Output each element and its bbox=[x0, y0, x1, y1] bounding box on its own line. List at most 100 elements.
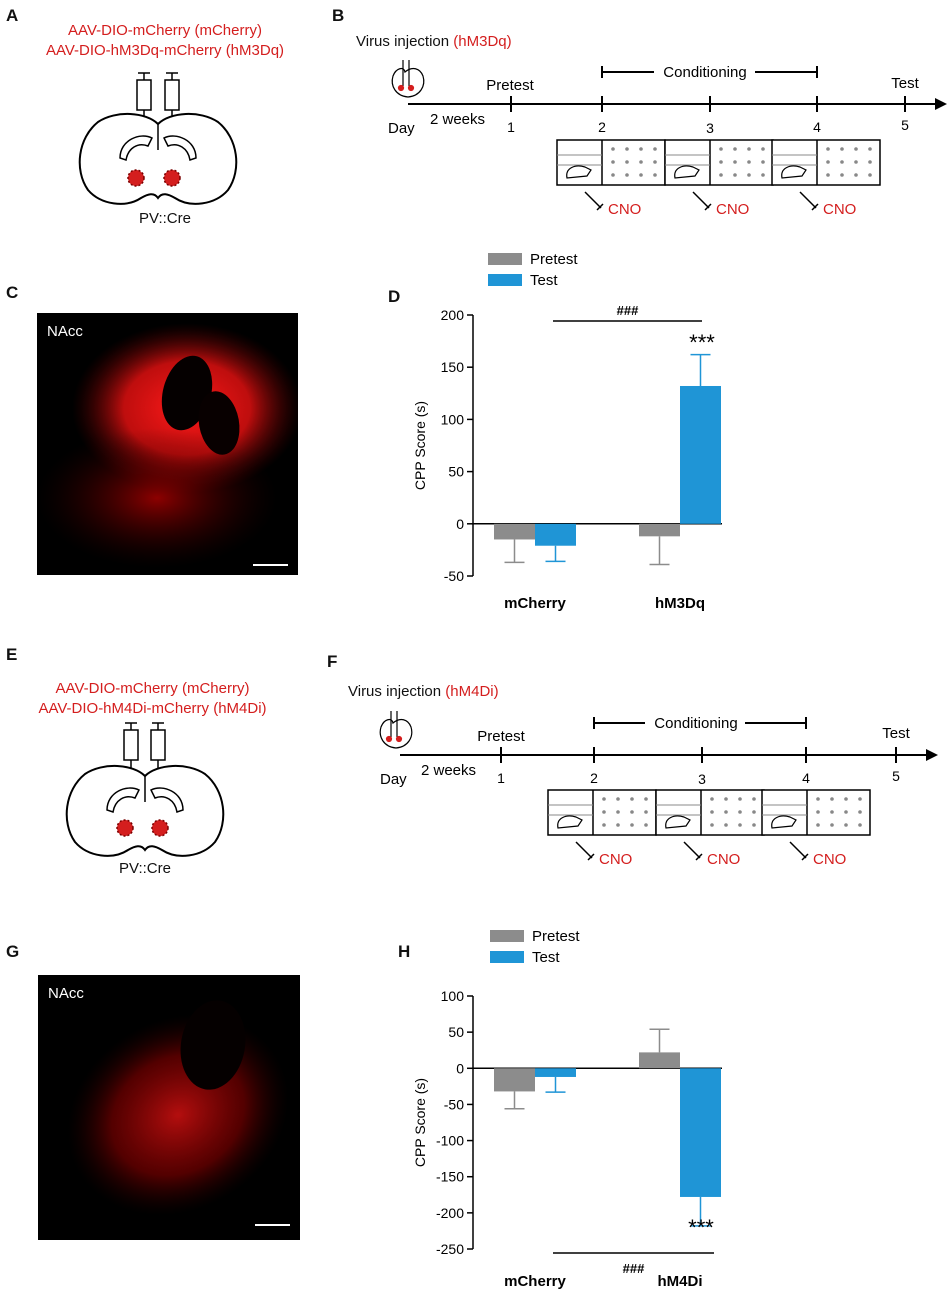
chamber-dot bbox=[816, 810, 820, 814]
cpp-chart-d: Pretest Test -50 0 50 100 150 200 CPP Score (s) m… bbox=[412, 251, 722, 612]
chamber-dot bbox=[761, 160, 765, 164]
virus-line-1-e: AAV-DIO-mCherry (mCherry) bbox=[55, 680, 250, 697]
cno-label: CNO bbox=[823, 201, 856, 218]
chamber-dot bbox=[826, 147, 830, 151]
bar-pretest-hm4di bbox=[639, 1052, 680, 1069]
chamber-dot bbox=[868, 160, 872, 164]
cno-label: CNO bbox=[599, 851, 632, 868]
chamber-dot bbox=[719, 147, 723, 151]
syringe-plunger-icon bbox=[587, 853, 595, 861]
panel-letter-e: E bbox=[6, 645, 18, 664]
day-5-f: 5 bbox=[892, 768, 900, 784]
chamber-dot bbox=[844, 797, 848, 801]
conditioning-chamber-b-1: CNO bbox=[556, 139, 666, 218]
chamber-dot bbox=[868, 173, 872, 177]
chamber-dot bbox=[738, 823, 742, 827]
nacc-fluorescence-c bbox=[37, 323, 298, 568]
category-label-hm4di: hM4Di bbox=[658, 1273, 703, 1290]
chamber-dot bbox=[747, 160, 751, 164]
mouse-icon bbox=[771, 815, 797, 829]
chamber-dot bbox=[830, 797, 834, 801]
conditioning-label-b: Conditioning bbox=[663, 64, 746, 81]
injection-tag: (hM3Dq) bbox=[453, 33, 512, 50]
chamber-dot bbox=[724, 810, 728, 814]
chamber-dot bbox=[602, 810, 606, 814]
mini-brain-icon bbox=[379, 711, 413, 749]
region-label-c: NAcc bbox=[47, 323, 83, 340]
brain-injection-diagram-e bbox=[65, 722, 225, 857]
legend-swatch-test bbox=[488, 274, 522, 286]
y-tick-label: 50 bbox=[448, 464, 464, 480]
chamber-dot bbox=[854, 173, 858, 177]
chamber-dot bbox=[644, 823, 648, 827]
chamber-dot bbox=[611, 173, 615, 177]
conditioning-boxes-layer: CNO CNO CNO CNO CNO CNO bbox=[547, 139, 881, 868]
y-tick-label: 50 bbox=[448, 1024, 464, 1040]
injection-tag: (hM4Di) bbox=[445, 683, 499, 700]
day-3-b: 3 bbox=[706, 120, 714, 136]
brain-outline bbox=[78, 112, 238, 205]
test-label-b: Test bbox=[891, 75, 919, 92]
syringe-icon bbox=[584, 191, 602, 209]
bar-pretest-hm3dq bbox=[639, 523, 680, 537]
injection-site-left bbox=[127, 169, 145, 187]
significance-stars: *** bbox=[688, 1215, 714, 1240]
y-tick-label: -150 bbox=[436, 1169, 464, 1185]
chamber-dot bbox=[826, 173, 830, 177]
syringe-plunger-icon bbox=[596, 203, 604, 211]
syringe-icon bbox=[683, 841, 701, 859]
chamber-dot bbox=[840, 160, 844, 164]
virus-line-1: AAV-DIO-mCherry (mCherry) bbox=[68, 22, 262, 39]
day-4-b: 4 bbox=[813, 119, 821, 135]
virus-injection-label-f: Virus injection (hM4Di) bbox=[348, 683, 499, 700]
region-label-g: NAcc bbox=[48, 985, 84, 1002]
conditioning-chamber-f-1: CNO bbox=[547, 789, 657, 868]
y-tick-label: -200 bbox=[436, 1205, 464, 1221]
chamber-dot bbox=[710, 823, 714, 827]
chamber-dot bbox=[719, 173, 723, 177]
y-tick-label: 0 bbox=[456, 1060, 464, 1076]
injection-site-right bbox=[163, 169, 181, 187]
category-label-mcherry: mCherry bbox=[504, 1273, 566, 1290]
day-5-b: 5 bbox=[901, 117, 909, 133]
timeline-f: Pretest Conditioning Test Day 2 weeks 1 … bbox=[379, 711, 938, 788]
y-tick-label: -250 bbox=[436, 1241, 464, 1257]
day-3-f: 3 bbox=[698, 771, 706, 787]
chamber-dot bbox=[616, 797, 620, 801]
chamber-dot bbox=[858, 810, 862, 814]
bar-test-mcherry bbox=[535, 1068, 576, 1077]
injection-site-left bbox=[116, 819, 134, 837]
chamber-dot bbox=[752, 823, 756, 827]
virus-injection-label-b: Virus injection (hM3Dq) bbox=[356, 33, 512, 50]
chamber-dot bbox=[616, 823, 620, 827]
legend-label-test: Test bbox=[530, 272, 558, 289]
chamber-dot bbox=[625, 160, 629, 164]
cpp-chart-h: Pretest Test -250 -200 -150 -100 -50 0 50 100 CPP … bbox=[412, 928, 722, 1290]
legend-label-test: Test bbox=[532, 949, 560, 966]
chamber-dot bbox=[724, 823, 728, 827]
conditioning-chamber-f-2: CNO bbox=[655, 789, 765, 868]
chamber-dot bbox=[761, 173, 765, 177]
weeks-label-b: 2 weeks bbox=[430, 111, 485, 128]
chamber-dot bbox=[602, 797, 606, 801]
chamber-dot bbox=[733, 160, 737, 164]
mouse-icon bbox=[566, 165, 592, 179]
chamber-dot bbox=[653, 160, 657, 164]
day-label-b: Day bbox=[388, 120, 415, 137]
chamber-dot bbox=[747, 147, 751, 151]
significance-stars: *** bbox=[689, 330, 715, 355]
y-axis-label: CPP Score (s) bbox=[412, 401, 428, 490]
chamber-dot bbox=[639, 147, 643, 151]
cre-line-label-e: PV::Cre bbox=[119, 860, 171, 877]
chamber-dot bbox=[816, 823, 820, 827]
day-label-f: Day bbox=[380, 771, 407, 788]
pretest-label-b: Pretest bbox=[486, 77, 534, 94]
cno-label: CNO bbox=[716, 201, 749, 218]
chamber-box bbox=[771, 139, 881, 186]
chamber-box bbox=[664, 139, 774, 186]
chamber-dot bbox=[840, 147, 844, 151]
legend-label-pretest: Pretest bbox=[530, 251, 578, 268]
chamber-box bbox=[547, 789, 657, 836]
test-label-f: Test bbox=[882, 725, 910, 742]
syringe-icon bbox=[789, 841, 807, 859]
